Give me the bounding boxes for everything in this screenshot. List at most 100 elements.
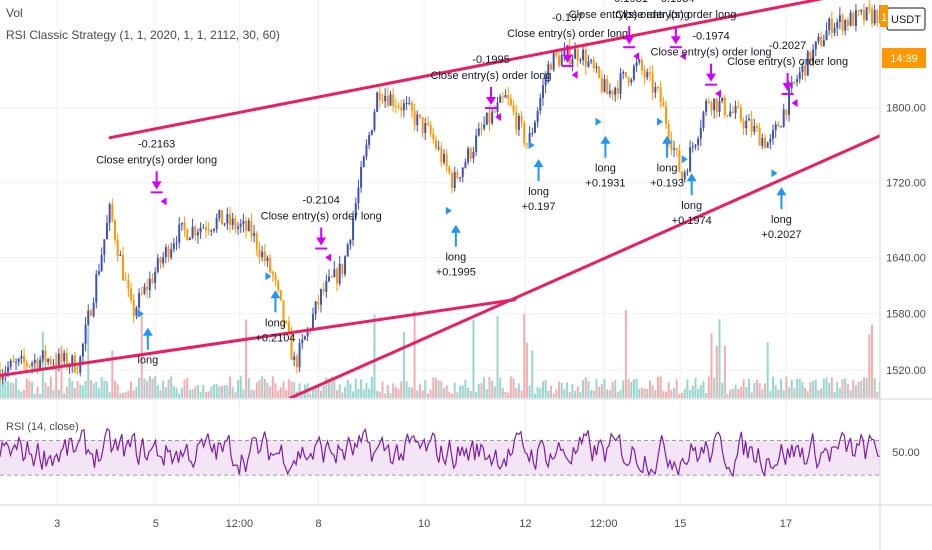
candle-body [854, 10, 857, 26]
candle-body [282, 300, 285, 322]
volume-bar [606, 389, 609, 398]
entry-arrow-head [662, 135, 673, 144]
volume-bar [459, 385, 462, 398]
volume-bar [231, 387, 234, 398]
volume-bar [499, 377, 502, 398]
candle-body [311, 314, 314, 330]
volume-bar [769, 390, 772, 398]
volume-bar [103, 380, 106, 398]
volume-bar [753, 382, 756, 398]
candle-body [71, 355, 74, 367]
volume-bar [755, 379, 758, 398]
volume-bar [595, 379, 598, 398]
candle-body [710, 102, 713, 111]
entry-tick [137, 309, 144, 318]
time-tick-label: 12:00 [590, 518, 618, 530]
candle-body [451, 172, 454, 188]
candle-body [745, 120, 748, 129]
entry-label: long [265, 317, 286, 329]
candle-body [440, 147, 443, 163]
volume-bar [31, 381, 34, 398]
volume-bar [566, 382, 569, 398]
exit-label: Close entry(s) order long [651, 47, 772, 59]
candle-body [314, 301, 317, 315]
volume-bar [319, 390, 322, 398]
candle-body [870, 8, 873, 24]
time-tick-label: 3 [54, 518, 60, 530]
exit-marker: -0.1934 Close entry(s) order long [615, 0, 736, 61]
candle-body [806, 51, 809, 76]
volume-bar [763, 383, 766, 398]
candle-body [563, 49, 566, 55]
volume-bar [55, 352, 58, 398]
candle-body [846, 19, 849, 26]
candle-body [558, 55, 561, 66]
volume-bar [726, 393, 729, 398]
candle-body [590, 59, 593, 62]
volume-bar [124, 392, 127, 398]
entry-marker: long [137, 309, 158, 367]
currency-badge[interactable]: USDT [886, 7, 926, 31]
candle-body [638, 59, 641, 63]
candle-body [49, 359, 52, 365]
volume-bar [116, 384, 119, 398]
volume-bar [424, 380, 427, 398]
candle-body [87, 310, 90, 325]
volume-bar [477, 383, 480, 398]
volume-bar [571, 383, 574, 398]
volume-bar [143, 378, 146, 398]
volume-bar [354, 378, 357, 398]
time-axis[interactable]: 3 5 12:00 8 10 12 12:00 15 17 [54, 518, 792, 530]
candle-body [499, 96, 502, 103]
candle-body [215, 218, 218, 229]
candle-body [635, 62, 638, 67]
volume-bar [761, 389, 764, 398]
volume-bar [221, 385, 224, 398]
volume-bar [322, 385, 325, 398]
candle-body [119, 254, 122, 256]
candle-body [424, 123, 427, 133]
candle-body [766, 142, 769, 148]
rsi-axis[interactable]: 50.00 [892, 447, 920, 459]
volume-bar [828, 382, 831, 398]
candle-body [459, 177, 462, 179]
candle-body [68, 366, 71, 368]
candle-body [616, 87, 619, 94]
volume-bar [715, 345, 718, 398]
volume-bar [309, 393, 312, 398]
volume-bar [648, 380, 651, 398]
volume-bar [512, 378, 515, 398]
candle-body [341, 263, 344, 275]
candle-body [303, 336, 306, 340]
exit-marker: -0.197 Close entry(s) order long [507, 12, 628, 79]
volume-bar [576, 386, 579, 398]
volume-legend[interactable]: Vol [6, 6, 23, 20]
volume-bar [33, 393, 36, 398]
volume-bar [531, 350, 534, 398]
volume-bar [175, 387, 178, 398]
candle-body [485, 112, 488, 125]
volume-bar [667, 382, 670, 398]
volume-bar [186, 378, 189, 398]
candle-body [857, 10, 860, 12]
candle-body [648, 72, 651, 74]
candle-body [608, 90, 611, 95]
strategy-legend[interactable]: RSI Classic Strategy (1, 1, 2020, 1, 1, … [6, 28, 280, 42]
volume-bar [472, 319, 475, 398]
exit-arrow-head [706, 73, 717, 82]
candle-body [862, 9, 865, 20]
candle-body [619, 73, 622, 94]
volume-bar [338, 384, 341, 398]
candle-body [357, 187, 360, 204]
volume-bar [480, 383, 483, 398]
volume-bar [825, 377, 828, 398]
candle-body [469, 148, 472, 159]
volume-bar [384, 393, 387, 398]
price-axis[interactable]: 1800.00 1720.00 1640.00 1580.00 1520.00 [886, 103, 926, 377]
candle-body [488, 112, 491, 124]
candle-body [822, 40, 825, 47]
candle-body [742, 120, 745, 129]
volume-bar [429, 389, 432, 398]
candle-body [520, 115, 523, 123]
